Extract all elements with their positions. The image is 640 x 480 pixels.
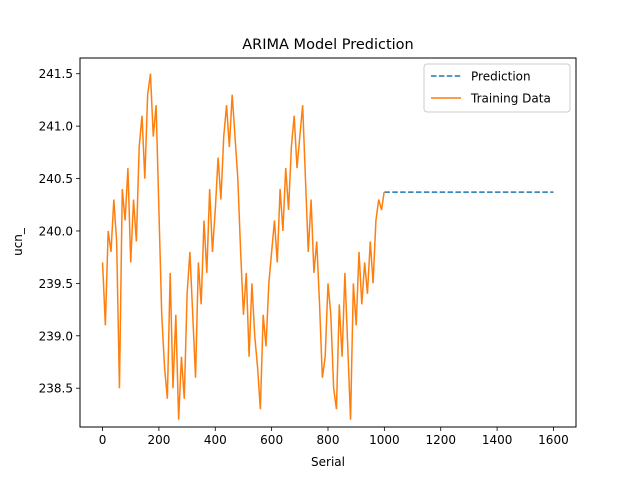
x-tick-label: 800 xyxy=(317,433,340,447)
y-tick-label: 240.0 xyxy=(39,224,73,238)
x-axis-label: Serial xyxy=(311,455,345,469)
training-data-series xyxy=(101,73,385,420)
x-tick-label: 400 xyxy=(204,433,227,447)
x-tick-label: 1000 xyxy=(369,433,400,447)
y-tick-label: 241.5 xyxy=(39,67,73,81)
legend-box xyxy=(423,63,571,113)
y-tick-label: 238.5 xyxy=(39,382,73,396)
y-tick-label: 239.5 xyxy=(39,277,73,291)
y-tick-label: 240.5 xyxy=(39,172,73,186)
chart-title: ARIMA Model Prediction xyxy=(242,37,414,53)
x-tick-label: 600 xyxy=(260,433,283,447)
y-tick-label: 239.0 xyxy=(39,329,73,343)
legend-training-label: Training Data xyxy=(470,92,551,106)
x-tick-label: 1400 xyxy=(482,433,513,447)
y-tick-label: 241.0 xyxy=(39,120,73,134)
x-axis: 0 200 400 600 800 1000 1200 1400 1600 xyxy=(99,427,569,447)
x-tick-label: 0 xyxy=(99,433,107,447)
legend: Prediction Training Data xyxy=(423,63,571,113)
x-tick-label: 1200 xyxy=(425,433,456,447)
y-axis: 238.5 239.0 239.5 240.0 240.5 241.0 241.5 xyxy=(39,67,80,396)
legend-prediction-label: Prediction xyxy=(471,70,531,84)
y-axis-label: ucn_ xyxy=(11,227,25,256)
x-tick-label: 200 xyxy=(147,433,170,447)
training-data-line xyxy=(101,73,385,420)
x-tick-label: 1600 xyxy=(538,433,569,447)
plot-area xyxy=(101,73,554,420)
